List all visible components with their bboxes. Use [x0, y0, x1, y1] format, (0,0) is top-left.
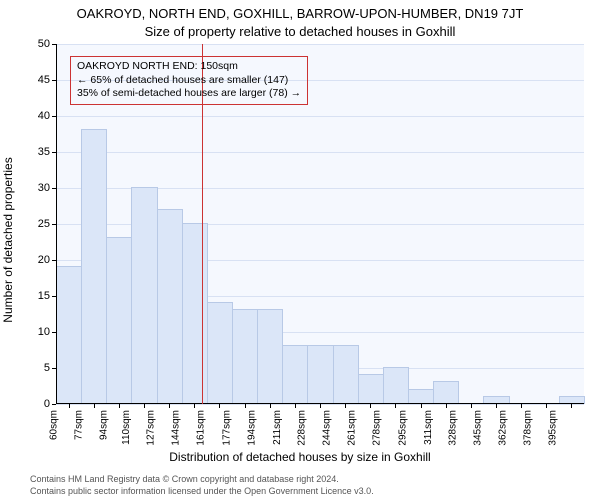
x-tick-label: 295sqm: [397, 410, 408, 446]
histogram-bar: [433, 381, 459, 404]
y-axis-label: Number of detached properties: [1, 157, 15, 322]
histogram-bar: [307, 345, 333, 404]
y-tick-label: 50: [38, 38, 50, 50]
x-tick-label: 378sqm: [523, 410, 534, 446]
x-tick-mark: [345, 404, 346, 408]
x-tick-mark: [69, 404, 70, 408]
histogram-bar: [157, 209, 183, 404]
callout-line: ← 65% of detached houses are smaller (14…: [77, 74, 301, 88]
histogram-bar: [106, 237, 132, 404]
histogram-bar: [131, 187, 157, 404]
x-tick-label: 77sqm: [73, 410, 84, 440]
x-tick-label: 194sqm: [246, 410, 257, 446]
x-tick-label: 110sqm: [121, 410, 132, 445]
x-tick-label: 328sqm: [448, 410, 459, 446]
x-axis: [56, 403, 584, 404]
x-tick-mark: [219, 404, 220, 408]
x-tick-label: 261sqm: [347, 410, 358, 446]
x-tick-mark: [395, 404, 396, 408]
histogram-bar: [282, 345, 308, 404]
histogram-bar: [257, 309, 283, 404]
x-tick-mark: [571, 404, 572, 408]
x-tick-label: 144sqm: [171, 410, 182, 446]
x-tick-label: 345sqm: [473, 410, 484, 446]
grid-line: [56, 152, 584, 153]
x-tick-label: 228sqm: [297, 410, 308, 446]
histogram-bar: [81, 129, 107, 404]
grid-line: [56, 116, 584, 117]
x-tick-label: 211sqm: [272, 410, 283, 445]
x-tick-mark: [270, 404, 271, 408]
y-tick-label: 35: [38, 146, 50, 158]
x-tick-label: 177sqm: [221, 410, 232, 446]
x-tick-mark: [144, 404, 145, 408]
histogram-bar: [358, 374, 384, 404]
x-tick-mark: [421, 404, 422, 408]
x-tick-mark: [194, 404, 195, 408]
x-tick-label: 127sqm: [146, 410, 157, 446]
histogram-bar: [56, 266, 82, 404]
callout-line: 35% of semi-detached houses are larger (…: [77, 87, 301, 101]
histogram-bar: [383, 367, 409, 404]
x-tick-mark: [446, 404, 447, 408]
histogram-bar: [333, 345, 359, 404]
x-tick-label: 278sqm: [372, 410, 383, 446]
y-tick-label: 0: [44, 398, 50, 410]
title-sub: Size of property relative to detached ho…: [0, 24, 600, 39]
x-tick-label: 94sqm: [98, 410, 109, 440]
x-tick-mark: [496, 404, 497, 408]
x-tick-label: 244sqm: [322, 410, 333, 446]
y-tick-label: 45: [38, 74, 50, 86]
x-tick-mark: [471, 404, 472, 408]
x-tick-label: 362sqm: [498, 410, 509, 446]
x-tick-mark: [546, 404, 547, 408]
y-axis: [56, 44, 57, 404]
footer-attribution-1: Contains HM Land Registry data © Crown c…: [30, 474, 339, 484]
x-tick-label: 395sqm: [548, 410, 559, 446]
x-tick-mark: [521, 404, 522, 408]
x-tick-mark: [169, 404, 170, 408]
x-tick-mark: [94, 404, 95, 408]
y-tick-label: 40: [38, 110, 50, 122]
grid-line: [56, 44, 584, 45]
x-tick-label: 311sqm: [423, 410, 434, 445]
x-tick-label: 161sqm: [196, 410, 207, 446]
y-tick-mark: [52, 404, 56, 405]
callout-line: OAKROYD NORTH END: 150sqm: [77, 60, 301, 74]
y-tick-label: 15: [38, 290, 50, 302]
x-axis-label: Distribution of detached houses by size …: [0, 450, 600, 464]
histogram-bar: [207, 302, 233, 404]
x-tick-mark: [119, 404, 120, 408]
histogram-bar: [232, 309, 258, 404]
footer-attribution-2: Contains public sector information licen…: [30, 486, 374, 496]
x-tick-mark: [370, 404, 371, 408]
y-tick-label: 5: [44, 362, 50, 374]
x-tick-mark: [320, 404, 321, 408]
x-tick-mark: [245, 404, 246, 408]
title-main: OAKROYD, NORTH END, GOXHILL, BARROW-UPON…: [0, 6, 600, 21]
histogram-bar: [182, 223, 208, 404]
x-tick-label: 60sqm: [48, 410, 59, 440]
histogram-bar: [408, 389, 434, 404]
y-tick-label: 30: [38, 182, 50, 194]
callout-box: OAKROYD NORTH END: 150sqm← 65% of detach…: [70, 56, 308, 105]
y-tick-label: 25: [38, 218, 50, 230]
y-tick-label: 10: [38, 326, 50, 338]
y-tick-label: 20: [38, 254, 50, 266]
x-tick-mark: [295, 404, 296, 408]
chart-plot-area: 0510152025303540455060sqm77sqm94sqm110sq…: [56, 44, 584, 404]
